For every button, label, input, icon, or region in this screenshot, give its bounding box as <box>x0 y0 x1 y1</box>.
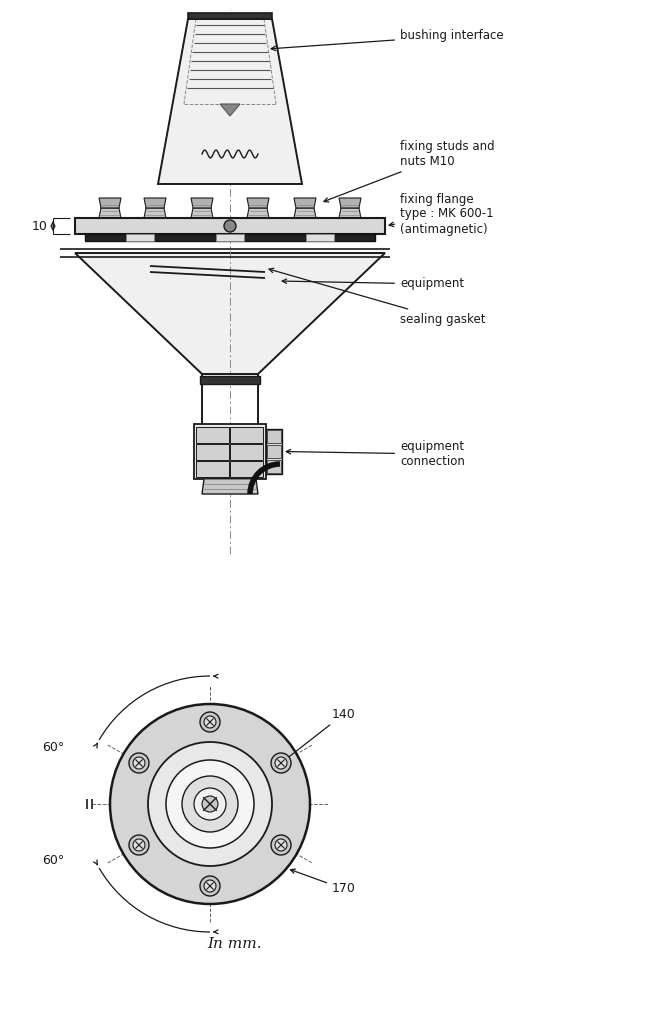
Polygon shape <box>339 208 361 218</box>
Polygon shape <box>247 208 269 218</box>
Circle shape <box>271 835 291 855</box>
Circle shape <box>166 760 254 848</box>
Text: 170: 170 <box>291 869 356 896</box>
Polygon shape <box>306 234 334 241</box>
Polygon shape <box>267 445 281 458</box>
Polygon shape <box>194 424 266 479</box>
Polygon shape <box>191 208 213 218</box>
Circle shape <box>129 753 149 773</box>
Polygon shape <box>99 208 121 218</box>
Text: 60°: 60° <box>42 854 64 866</box>
Circle shape <box>200 876 220 896</box>
Text: sealing gasket: sealing gasket <box>269 268 486 326</box>
Circle shape <box>133 839 145 851</box>
Polygon shape <box>267 430 281 443</box>
Polygon shape <box>247 198 269 208</box>
Circle shape <box>204 716 216 728</box>
Polygon shape <box>339 198 361 208</box>
Circle shape <box>202 796 218 812</box>
Circle shape <box>275 839 287 851</box>
Text: bushing interface: bushing interface <box>271 30 503 50</box>
Circle shape <box>224 220 236 232</box>
Circle shape <box>182 776 238 831</box>
Text: equipment
connection: equipment connection <box>286 440 465 468</box>
Polygon shape <box>294 198 316 208</box>
Polygon shape <box>230 461 263 477</box>
Polygon shape <box>158 19 302 184</box>
Polygon shape <box>200 376 260 384</box>
Polygon shape <box>85 234 375 241</box>
Polygon shape <box>216 234 244 241</box>
Polygon shape <box>191 198 213 208</box>
Polygon shape <box>230 427 263 443</box>
Polygon shape <box>99 198 121 208</box>
Polygon shape <box>75 218 385 234</box>
Text: In mm.: In mm. <box>208 937 262 951</box>
Circle shape <box>204 880 216 892</box>
Polygon shape <box>294 208 316 218</box>
Text: 140: 140 <box>284 708 356 761</box>
Circle shape <box>129 835 149 855</box>
Circle shape <box>275 757 287 769</box>
Polygon shape <box>196 427 229 443</box>
Polygon shape <box>144 198 166 208</box>
Polygon shape <box>188 13 272 19</box>
Polygon shape <box>126 234 154 241</box>
Circle shape <box>110 705 310 904</box>
Polygon shape <box>230 444 263 460</box>
Polygon shape <box>202 479 258 494</box>
Circle shape <box>200 712 220 732</box>
Circle shape <box>148 742 272 866</box>
Polygon shape <box>267 460 281 473</box>
Polygon shape <box>196 444 229 460</box>
Polygon shape <box>220 104 240 116</box>
Polygon shape <box>266 429 282 474</box>
Circle shape <box>194 788 226 820</box>
Text: 60°: 60° <box>42 741 64 755</box>
Polygon shape <box>144 208 166 218</box>
Polygon shape <box>196 461 229 477</box>
Text: equipment: equipment <box>282 278 464 291</box>
Text: fixing flange
type : MK 600-1
(antimagnetic): fixing flange type : MK 600-1 (antimagne… <box>389 193 494 236</box>
Polygon shape <box>75 253 385 374</box>
Text: 10: 10 <box>32 219 48 232</box>
Text: fixing studs and
nuts M10: fixing studs and nuts M10 <box>324 140 495 202</box>
Circle shape <box>271 753 291 773</box>
Circle shape <box>133 757 145 769</box>
